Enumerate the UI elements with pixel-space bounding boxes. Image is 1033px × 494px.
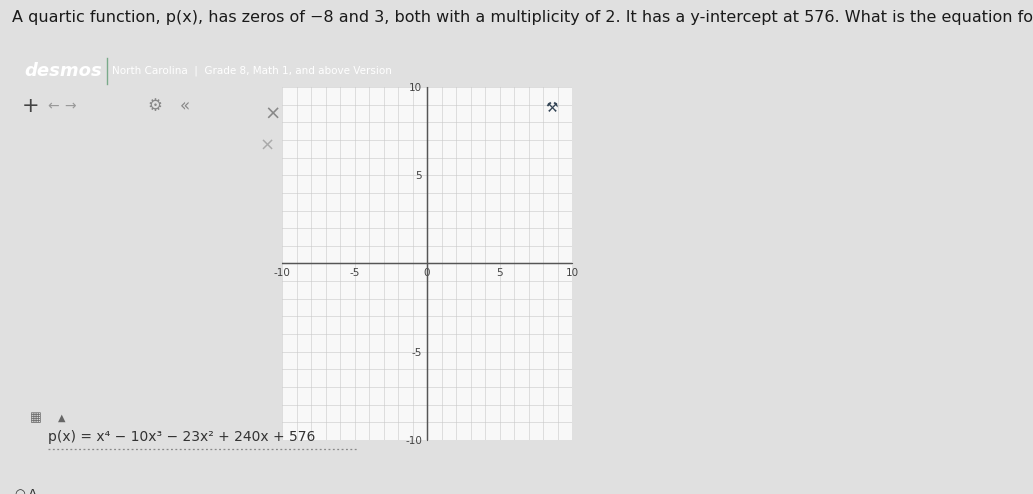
- Text: A quartic function, p(x), has zeros of −8 and 3, both with a multiplicity of 2. : A quartic function, p(x), has zeros of −…: [12, 10, 1033, 25]
- Text: ▲: ▲: [58, 413, 65, 423]
- Text: ⚒: ⚒: [545, 101, 558, 116]
- Text: ×: ×: [259, 137, 275, 155]
- Text: ←: ←: [46, 99, 59, 113]
- Text: A: A: [28, 488, 37, 494]
- Text: North Carolina  |  Grade 8, Math 1, and above Version: North Carolina | Grade 8, Math 1, and ab…: [112, 66, 392, 76]
- Text: «: «: [180, 97, 190, 115]
- Text: ▦: ▦: [30, 412, 41, 424]
- Text: desmos: desmos: [24, 62, 101, 80]
- Text: →: →: [64, 99, 75, 113]
- Text: ○: ○: [14, 488, 25, 494]
- Text: p(x) = x⁴ − 10x³ − 23x² + 240x + 576: p(x) = x⁴ − 10x³ − 23x² + 240x + 576: [48, 430, 315, 444]
- Text: +: +: [22, 96, 39, 116]
- Text: ⚙: ⚙: [147, 97, 162, 115]
- Text: ×: ×: [264, 105, 280, 124]
